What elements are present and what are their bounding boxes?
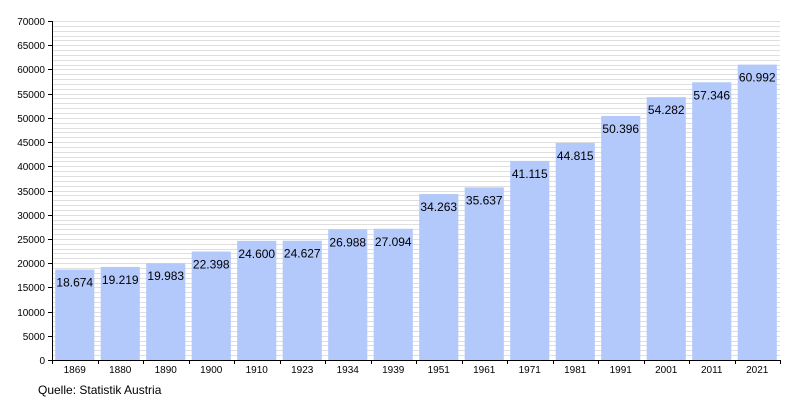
x-tick-label: 1971: [519, 365, 542, 376]
data-label: 60.992: [739, 71, 776, 85]
y-tick-label: 20000: [17, 259, 45, 270]
data-label: 19.219: [102, 273, 139, 287]
y-tick-label: 55000: [17, 90, 45, 101]
y-tick-label: 60000: [17, 65, 45, 76]
data-label: 44.815: [557, 149, 594, 163]
bar-1934: [328, 229, 368, 360]
y-tick-label: 10000: [17, 308, 45, 319]
y-axis-ticks: 0 5000 10000 15000 20000 25000 30000 35000 40000…: [17, 17, 52, 367]
source-note: Quelle: Statistik Austria: [38, 383, 162, 397]
bar-1981: [555, 142, 595, 360]
bar-2001: [646, 97, 686, 360]
data-label: 54.282: [648, 103, 685, 117]
y-tick-label: 35000: [17, 187, 45, 198]
x-tick-label: 2001: [655, 365, 678, 376]
y-tick-label: 15000: [17, 283, 45, 294]
data-label: 34.263: [420, 200, 457, 214]
y-tick-label: 50000: [17, 114, 45, 125]
x-tick-label: 1934: [337, 365, 360, 376]
data-label: 26.988: [329, 235, 366, 249]
bar-1923: [282, 240, 322, 360]
y-tick-label: 0: [39, 356, 45, 367]
y-tick-label: 65000: [17, 41, 45, 52]
x-tick-label: 1961: [473, 365, 496, 376]
data-label: 57.346: [693, 88, 730, 102]
x-tick-label: 1869: [64, 365, 87, 376]
y-tick-label: 30000: [17, 211, 45, 222]
y-tick-label: 25000: [17, 235, 45, 246]
x-tick-label: 1981: [564, 365, 587, 376]
x-tick-label: 1890: [155, 365, 178, 376]
bars: [55, 64, 777, 361]
x-tick-label: 2021: [746, 365, 769, 376]
x-tick-label: 1951: [428, 365, 451, 376]
data-label: 22.398: [193, 258, 230, 272]
data-label: 50.396: [602, 122, 639, 136]
bar-1951: [419, 194, 459, 360]
bar-1869: [55, 269, 95, 360]
y-tick-label: 5000: [23, 332, 46, 343]
bar-1991: [601, 115, 641, 361]
x-tick-label: 1900: [200, 365, 223, 376]
bar-1900: [191, 251, 231, 360]
bar-1880: [100, 266, 140, 360]
x-tick-label: 1880: [109, 365, 132, 376]
x-tick-label: 1910: [246, 365, 269, 376]
data-label: 35.637: [466, 193, 503, 207]
data-label: 27.094: [375, 235, 412, 249]
x-tick-label: 1939: [382, 365, 405, 376]
x-axis-ticks: 1869 1880 1890 1900 1910 1923 1934 1939 1951 1961…: [52, 360, 781, 376]
bar-2021: [737, 64, 777, 361]
y-tick-label: 45000: [17, 138, 45, 149]
data-label: 18.674: [56, 276, 93, 290]
data-label: 24.600: [238, 247, 275, 261]
data-labels: 18.674 19.219 19.983 22.398 24.600 24.627 26.9…: [56, 71, 776, 290]
bar-1910: [237, 240, 277, 360]
data-label: 19.983: [147, 269, 184, 283]
y-tick-label: 70000: [17, 17, 45, 28]
bar-2011: [692, 82, 732, 360]
data-label: 24.627: [284, 247, 321, 261]
bar-1961: [464, 187, 504, 360]
data-label: 41.115: [512, 167, 548, 181]
x-tick-label: 2011: [701, 365, 723, 376]
bar-1939: [373, 228, 413, 360]
x-tick-label: 1923: [291, 365, 314, 376]
bar-1890: [146, 263, 186, 360]
bar-1971: [510, 160, 550, 360]
y-tick-label: 40000: [17, 162, 45, 173]
x-tick-label: 1991: [610, 365, 633, 376]
